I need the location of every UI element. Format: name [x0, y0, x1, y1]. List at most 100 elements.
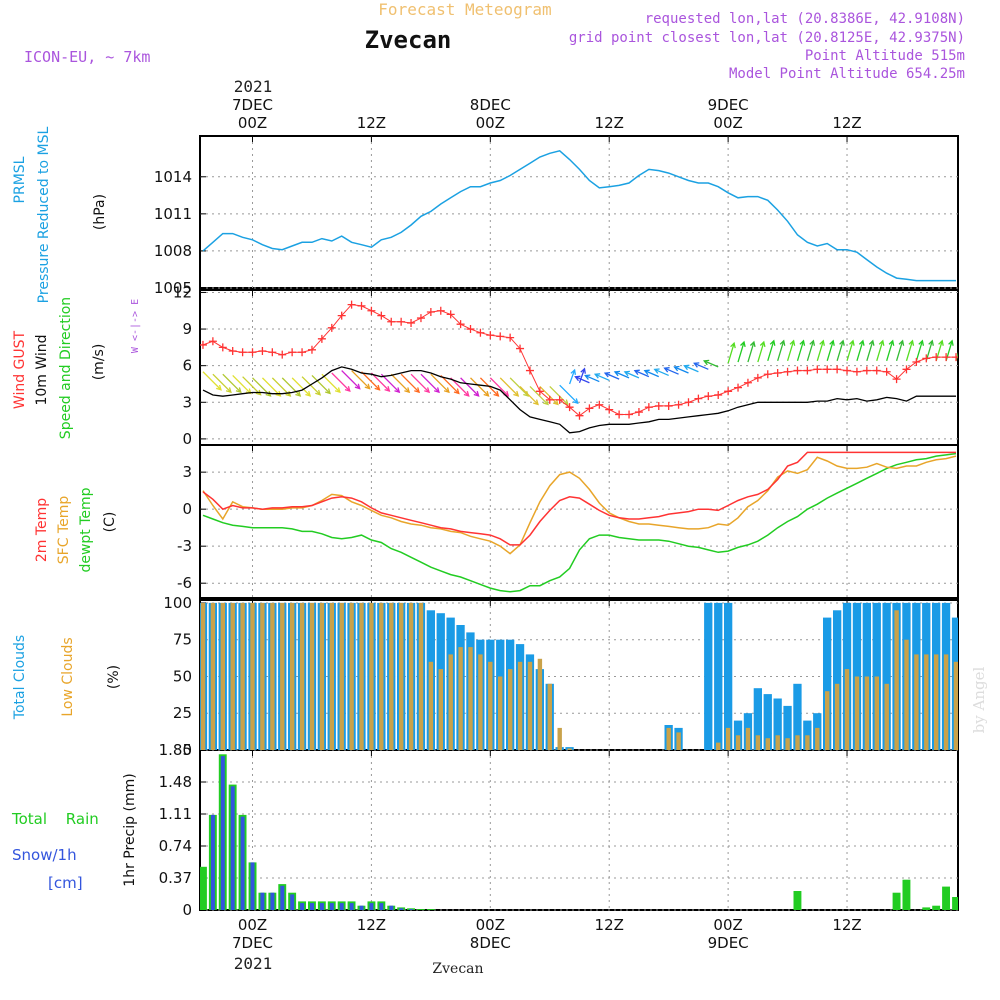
rain-bar	[200, 866, 207, 910]
gust-marker	[317, 334, 326, 343]
y-tick-label: 0	[182, 741, 192, 759]
wind-arrow	[664, 367, 679, 375]
gust-marker	[476, 328, 485, 337]
snow-bar	[280, 885, 285, 910]
low-clouds-bar	[874, 676, 879, 750]
low-clouds-bar	[260, 602, 265, 750]
low-clouds-bar	[785, 738, 790, 750]
wind-arrow	[806, 340, 815, 361]
precip-label-unit: [cm]	[48, 874, 83, 892]
low-clouds-bar	[537, 658, 543, 750]
wind-arrow-head	[759, 340, 766, 348]
bottom-time-label: 12Z	[595, 916, 624, 934]
top-date-label: 9DEC	[708, 96, 749, 114]
gust-marker	[932, 353, 941, 362]
low-clouds-bar	[914, 654, 919, 750]
wind-arrow-head	[334, 387, 341, 394]
total-clouds-bar	[882, 602, 891, 750]
wind-arrow-head	[799, 339, 806, 346]
total-clouds-bar	[773, 698, 782, 750]
wind-arrow-head	[572, 398, 579, 405]
wind-arrow	[674, 366, 689, 374]
wind-arrow-head	[344, 386, 351, 392]
wind-arrow	[281, 377, 301, 397]
gust-marker	[416, 314, 425, 323]
gust-marker	[783, 367, 792, 376]
gust-marker	[625, 410, 634, 419]
gust-marker	[793, 366, 802, 375]
gust-marker	[585, 404, 594, 413]
wind-arrow	[400, 373, 420, 393]
total-clouds-bar	[833, 610, 842, 750]
wind-arrow	[499, 377, 519, 397]
wind-arrow	[202, 371, 222, 391]
y-tick-label: 1011	[154, 205, 192, 223]
rain-bar	[902, 879, 911, 910]
snow-bar	[220, 756, 225, 910]
total-clouds-bar	[823, 617, 832, 750]
wind-unit: (m/s)	[91, 344, 107, 381]
wind-arrow-head	[849, 339, 855, 346]
panel-frame-temperature	[199, 444, 959, 599]
y-tick-label: 6	[182, 357, 192, 375]
wind-arrow-head	[570, 368, 577, 376]
rain-bar	[922, 907, 931, 910]
wind-arrow	[634, 370, 650, 378]
low-clouds-bar	[319, 602, 325, 750]
gust-marker	[456, 320, 465, 329]
low-clouds-bar	[478, 654, 483, 750]
gust-marker	[882, 367, 891, 376]
wind-arrow-head	[443, 387, 450, 394]
wind-arrow	[321, 373, 341, 393]
wind-arrow	[915, 340, 924, 361]
wind-arrow	[539, 385, 559, 405]
pressure-label-1: PRMSL	[12, 156, 28, 203]
temp2m-series-line	[202, 451, 956, 546]
wind-arrow-head	[878, 339, 885, 346]
wind-arrow-head	[769, 339, 776, 346]
wind-arrow	[767, 340, 775, 361]
wind-arrow	[585, 374, 600, 383]
wind-arrow	[614, 371, 630, 379]
total-clouds-bar	[783, 705, 792, 750]
low-clouds-bar	[220, 602, 225, 750]
wind-arrow	[529, 385, 549, 405]
wind-arrow-head	[235, 387, 242, 394]
gust-marker	[674, 400, 683, 409]
gust-marker	[288, 348, 297, 357]
wind-arrow-head	[603, 371, 611, 378]
wind-arrow-head	[948, 339, 954, 346]
low-clouds-bar	[934, 654, 939, 750]
wind-arrow-head	[533, 399, 539, 406]
wind-arrow	[737, 341, 745, 363]
wind-arrow-head	[265, 390, 272, 397]
gust-marker	[724, 387, 733, 396]
wind-arrow-head	[779, 339, 786, 346]
total-clouds-bar	[862, 602, 871, 750]
low-clouds-bar	[250, 602, 255, 750]
low-clouds-bar	[894, 610, 899, 750]
wind-arrow	[694, 362, 709, 370]
wind-arrow	[925, 340, 933, 361]
wind-arrow-head	[693, 362, 700, 368]
precip-label-snow: Snow/1h	[12, 846, 77, 864]
total-clouds-bar	[763, 694, 772, 750]
gust-marker	[436, 306, 445, 315]
gust-marker	[902, 365, 911, 374]
y-tick-label: 75	[173, 631, 192, 649]
wind-arrow	[341, 370, 361, 390]
snow-bar	[359, 905, 364, 910]
gust-marker	[268, 348, 277, 357]
gust-marker	[892, 375, 901, 384]
low-clouds-bar	[498, 676, 503, 750]
gust-marker	[545, 395, 554, 404]
low-clouds-bar	[864, 676, 870, 750]
wind-arrow-head	[552, 399, 559, 406]
model-label: ICON-EU, ~ 7km	[24, 48, 150, 66]
snow-bar	[260, 892, 265, 910]
low-clouds-bar	[884, 683, 889, 750]
gust-marker	[694, 394, 703, 403]
top-time-label: 12Z	[832, 114, 861, 132]
wind-arrow-head	[295, 390, 302, 397]
snow-bar	[369, 903, 374, 910]
